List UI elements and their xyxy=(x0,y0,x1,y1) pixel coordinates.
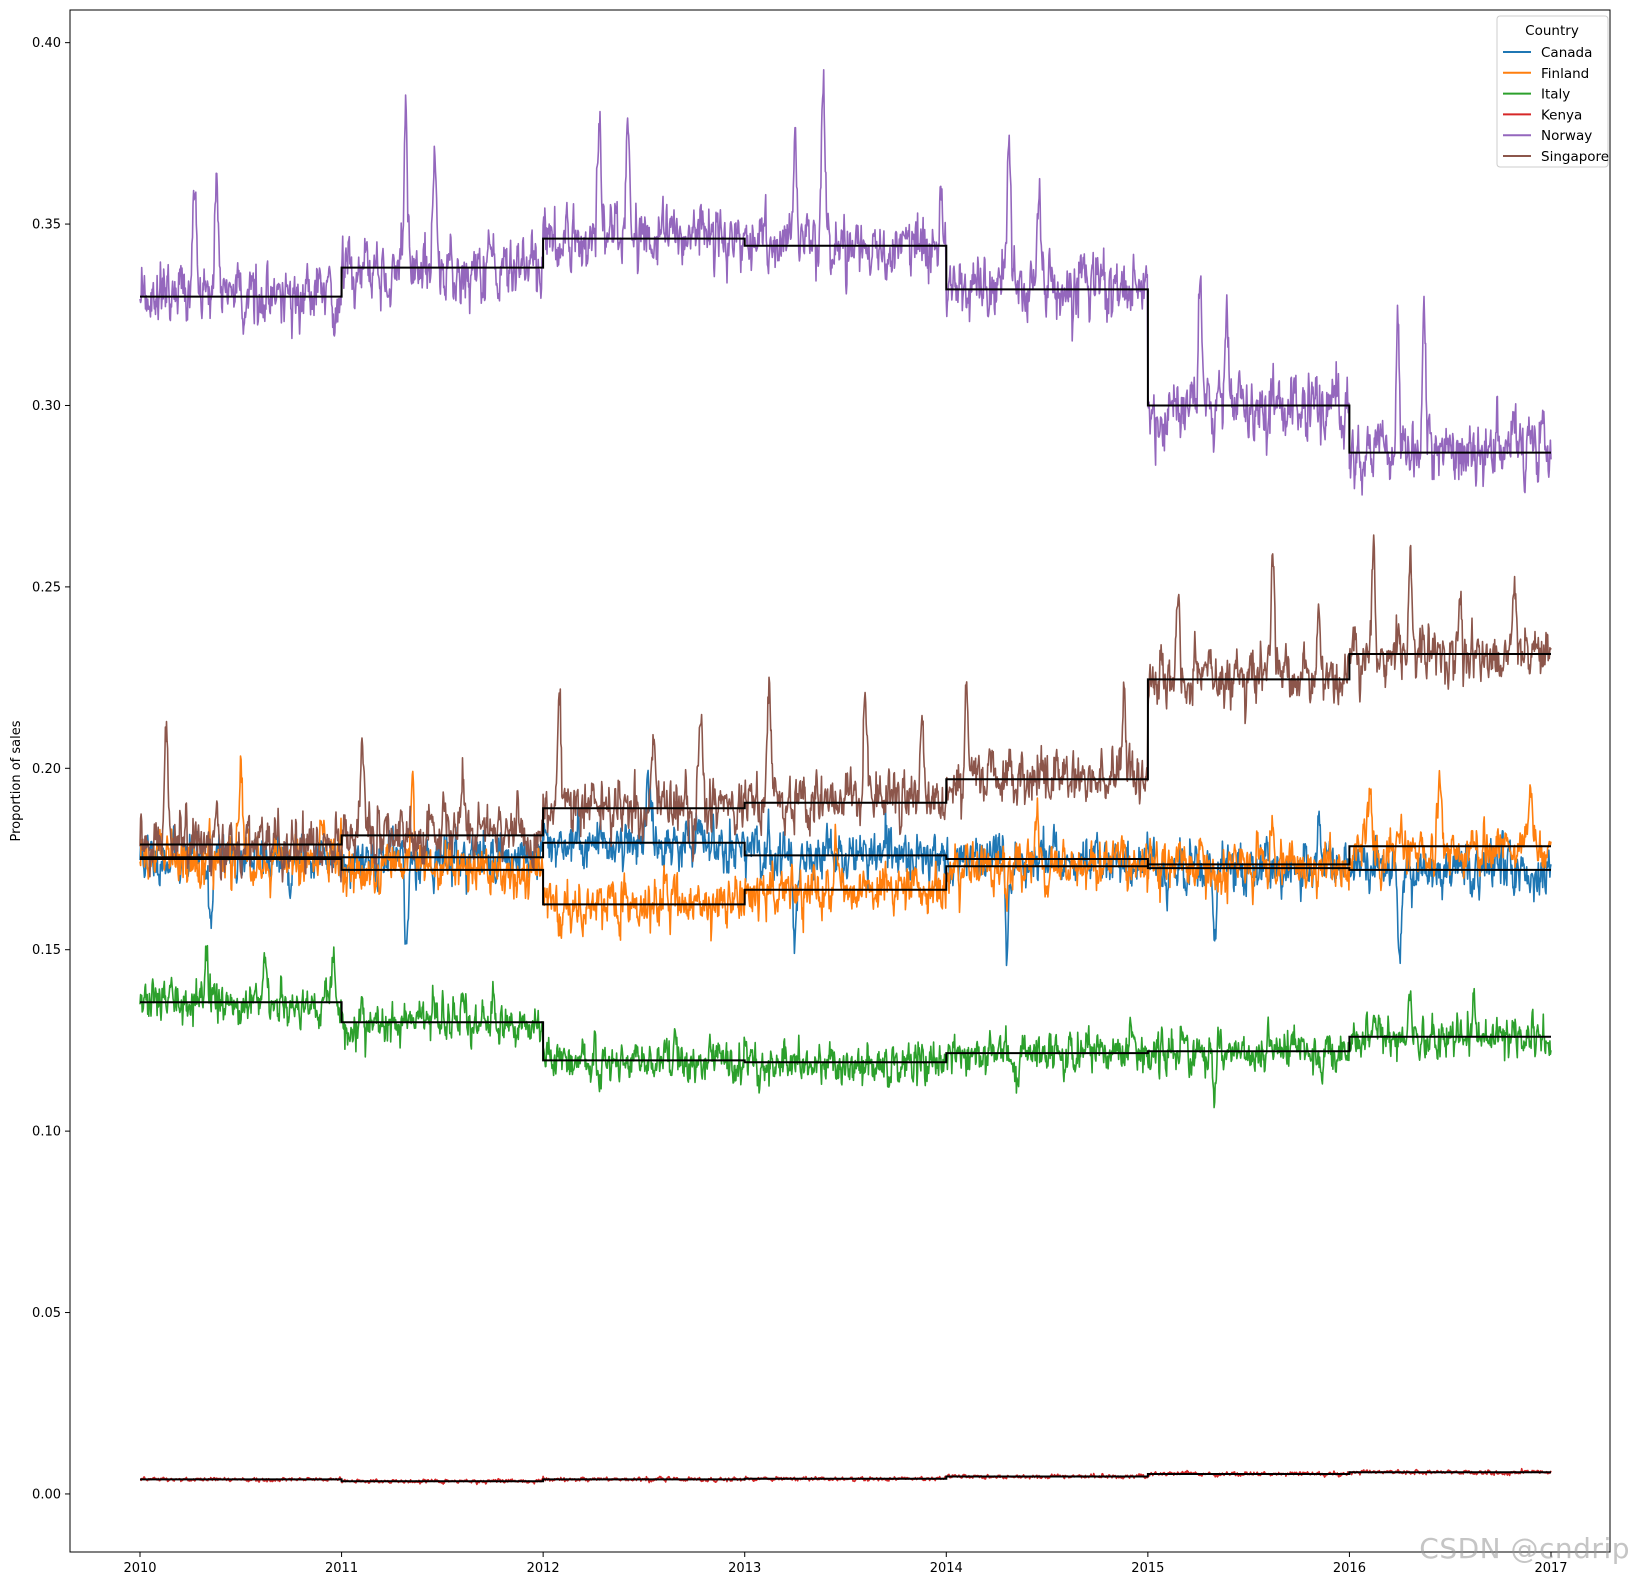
x-tick-label: 2015 xyxy=(1131,1561,1164,1576)
series-line-norway xyxy=(139,69,1552,496)
plot-frame xyxy=(69,9,1611,1553)
plot-area xyxy=(70,10,1610,1552)
y-axis-label: Proportion of sales xyxy=(9,720,24,841)
x-axis: 2010 2011 2012 2013 2014 2015 2016 2017 xyxy=(123,1552,1568,1576)
step-line-kenya xyxy=(140,1471,1551,1483)
x-tick-label: 2013 xyxy=(728,1561,761,1576)
y-tick-label: 0.15 xyxy=(32,943,61,958)
x-tick-label: 2017 xyxy=(1534,1561,1567,1576)
y-tick-label: 0.00 xyxy=(32,1487,61,1502)
legend-box xyxy=(1496,15,1609,168)
step-line-singapore xyxy=(140,653,1551,846)
legend: Country Canada Finland Italy Kenya Norway Sin… xyxy=(1496,15,1609,168)
y-tick-label: 0.25 xyxy=(32,580,61,595)
y-tick-label: 0.20 xyxy=(32,762,61,777)
y-tick-label: 0.10 xyxy=(32,1125,61,1140)
legend-label-norway: Norway xyxy=(1541,128,1592,144)
x-tick-label: 2010 xyxy=(123,1561,156,1576)
step-line-norway xyxy=(140,237,1551,454)
y-tick-label: 0.30 xyxy=(32,399,61,414)
legend-label-singapore: Singapore xyxy=(1541,149,1609,165)
y-axis: 0.00 0.05 0.10 0.15 0.20 0.25 0.30 0.35 0.40 xyxy=(32,36,70,1502)
y-tick-label: 0.40 xyxy=(32,36,61,51)
x-tick-label: 2012 xyxy=(527,1561,560,1576)
x-tick-label: 2011 xyxy=(325,1561,358,1576)
step-line-finland xyxy=(140,845,1551,906)
x-tick-label: 2016 xyxy=(1333,1561,1366,1576)
step-line-italy xyxy=(140,1001,1551,1064)
legend-label-finland: Finland xyxy=(1541,66,1589,82)
legend-label-canada: Canada xyxy=(1541,45,1592,61)
step-layer xyxy=(140,237,1551,1483)
series-line-canada xyxy=(139,769,1552,967)
legend-label-italy: Italy xyxy=(1541,87,1570,103)
legend-label-kenya: Kenya xyxy=(1541,107,1582,123)
y-tick-label: 0.35 xyxy=(32,218,61,233)
watermark: CSDN @cndrip xyxy=(1419,1532,1630,1565)
legend-items: Canada Finland Italy Kenya Norway Singapore xyxy=(1503,45,1609,165)
legend-title: Country xyxy=(1525,23,1579,39)
y-tick-label: 0.05 xyxy=(32,1306,61,1321)
x-tick-label: 2014 xyxy=(930,1561,963,1576)
step-line-canada xyxy=(140,841,1551,871)
series-line-italy xyxy=(139,944,1552,1109)
